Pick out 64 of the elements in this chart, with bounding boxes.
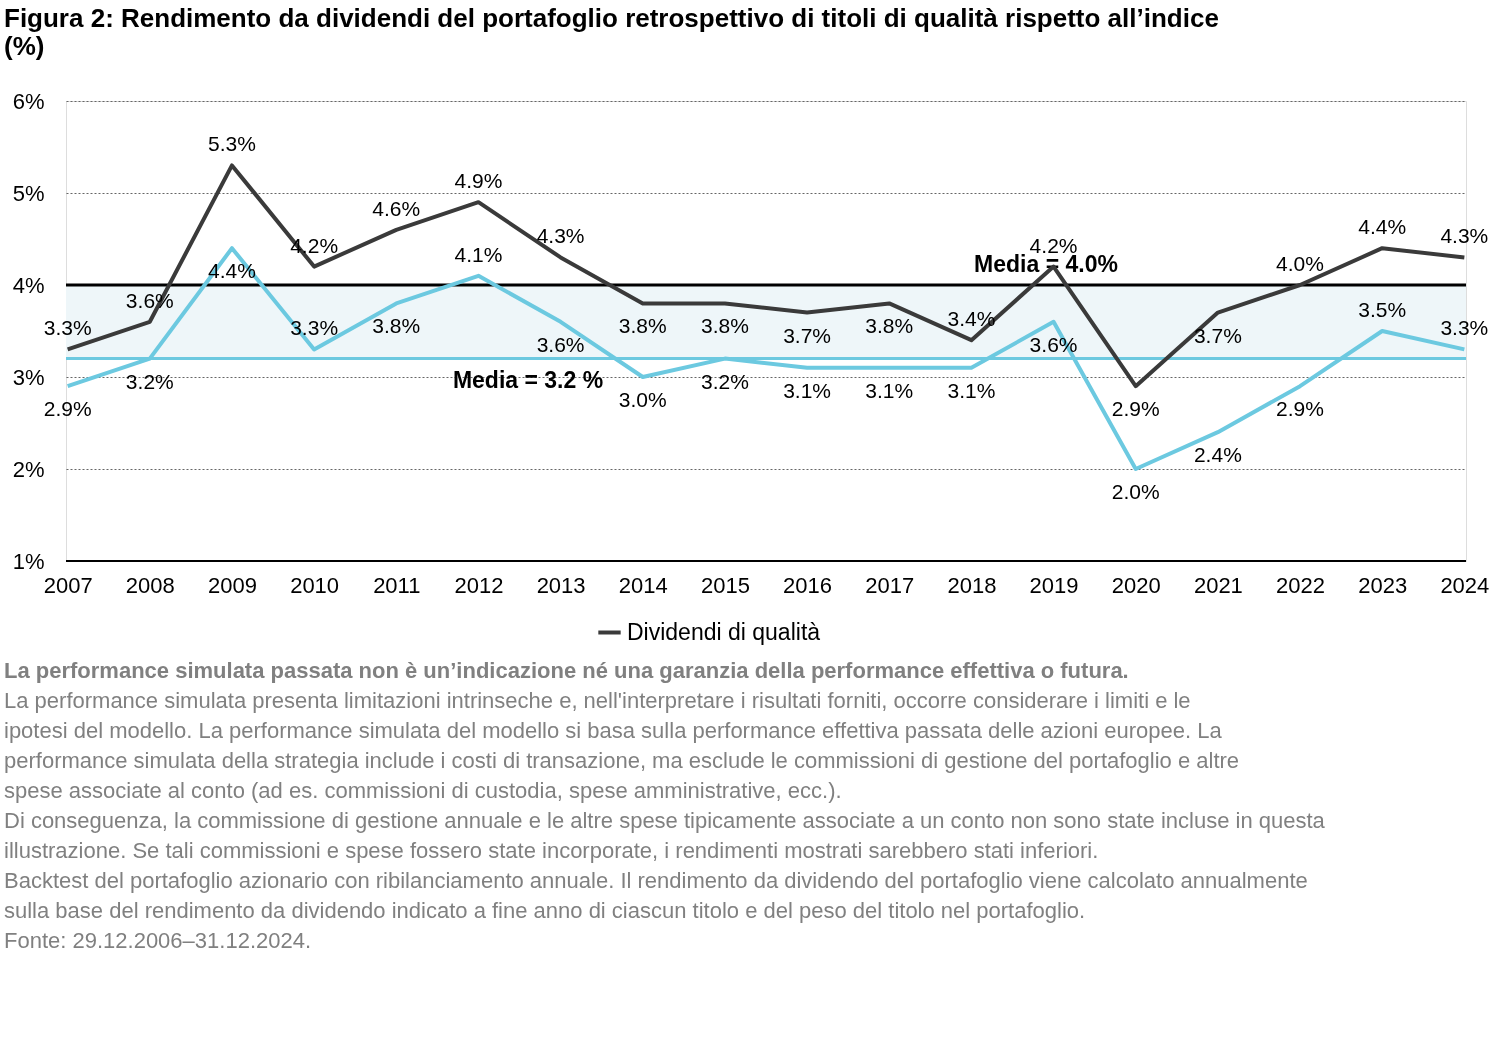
data-label: 3.6%: [1029, 332, 1078, 356]
data-label: 3.3%: [290, 316, 339, 340]
data-label: 3.7%: [1193, 323, 1242, 347]
data-label: 3.5%: [1358, 298, 1407, 321]
x-tick-label: 2016: [783, 572, 833, 598]
x-tick-label: 2022: [1276, 572, 1326, 598]
y-tick-label: 1%: [12, 548, 45, 574]
y-tick-label: 2%: [12, 456, 45, 482]
y-tick-label: 4%: [12, 272, 45, 298]
x-tick-label: 2009: [207, 572, 257, 598]
data-label: 2.9%: [1111, 397, 1160, 421]
x-tick-label: 2020: [1111, 572, 1161, 598]
data-label: 5.3%: [208, 132, 256, 156]
data-label: 4.3%: [536, 224, 585, 248]
data-label: 4.3%: [1440, 224, 1489, 248]
data-label: 3.8%: [865, 314, 914, 338]
text: La performance simulata presenta limitazioni intrinseche e, nell'interpretare i risultati forniti, occorre considerare i limiti e le ipotesi del modello. La performance simulata del modello si basa sulla performance effettiva passata delle azioni europee. La performance simulata della strategia include i costi di transazione, ma esclude le commissioni di gestione del portafoglio e altre spese associate al conto (ad es. commissioni di custodia, spese amministrative, ecc.).: [4, 688, 1240, 803]
data-label: 3.1%: [865, 378, 914, 402]
x-tick-label: 2007: [43, 572, 93, 598]
y-tick-label: 5%: [12, 180, 45, 206]
data-label: 3.2%: [125, 369, 174, 393]
source-note: Fonte: 29.12.2006–31.12.2024.: [4, 928, 312, 953]
data-label: 3.1%: [947, 378, 996, 402]
ref-line-label: Media = 3.2 %: [452, 366, 604, 393]
data-label: 3.7%: [783, 323, 832, 347]
data-label: 2.0%: [1111, 480, 1160, 503]
data-label: 2.4%: [1193, 443, 1242, 467]
x-tick-label: 2021: [1193, 572, 1243, 598]
x-tick-label: 2014: [618, 572, 668, 598]
data-label: 4.9%: [454, 169, 503, 193]
data-label: 2.9%: [43, 397, 92, 421]
text: La performance simulata passata non è un’indicazione né una garanzia della performance effettiva o futura.: [4, 658, 1129, 683]
x-tick-label: 2011: [373, 572, 421, 598]
data-label: 2.9%: [1276, 397, 1324, 421]
data-label: 3.3%: [1440, 316, 1489, 340]
x-tick-label: 2019: [1029, 572, 1079, 598]
data-label: 3.8%: [700, 314, 749, 338]
x-tick-label: 2013: [536, 572, 586, 598]
data-label: 4.0%: [1276, 252, 1324, 275]
y-tick-label: 3%: [12, 364, 45, 390]
text: Backtest del portafoglio azionario con ribilanciamento annuale. Il rendimento da dividendo del portafoglio viene calcolato annualmente sulla base del rendimento da dividendo indicato a fine anno di ciascun titolo e del peso del titolo nel portafoglio.: [4, 868, 1308, 923]
x-tick-label: 2012: [454, 572, 504, 598]
x-tick-label: 2023: [1358, 572, 1408, 598]
legend-label: Dividendi di qualità: [627, 618, 821, 645]
data-label: 3.1%: [783, 378, 832, 402]
text: Di conseguenza, la commissione di gestione annuale e le altre spese tipicamente associate a un conto non sono state incluse in questa illustrazione. Se tali commissioni e spese fossero state incorporate, i rendimenti mostrati sarebbero stati inferiori.: [4, 808, 1326, 863]
data-label: 3.4%: [947, 307, 996, 331]
x-tick-label: 2015: [700, 572, 750, 598]
data-label: 4.4%: [1358, 215, 1407, 239]
data-label: 3.0%: [618, 388, 667, 411]
data-label: 4.1%: [454, 242, 503, 266]
data-label: 3.3%: [43, 316, 92, 340]
chart-title: Figura 2: Rendimento da dividendi del portafoglio retrospettivo di titoli di qualità rispetto all’indice (%): [4, 3, 1219, 61]
x-tick-label: 2018: [947, 572, 997, 598]
data-label: 3.2%: [700, 369, 749, 393]
data-label: 3.8%: [618, 314, 667, 338]
x-tick-label: 2024: [1440, 572, 1490, 598]
data-label: 3.8%: [372, 314, 421, 338]
x-tick-label: 2017: [865, 572, 915, 598]
data-label: 3.6%: [536, 332, 585, 356]
x-tick-label: 2008: [125, 572, 175, 598]
x-tick-label: 2010: [290, 572, 340, 598]
y-tick-label: 6%: [12, 88, 45, 114]
data-label: 4.6%: [372, 196, 421, 220]
